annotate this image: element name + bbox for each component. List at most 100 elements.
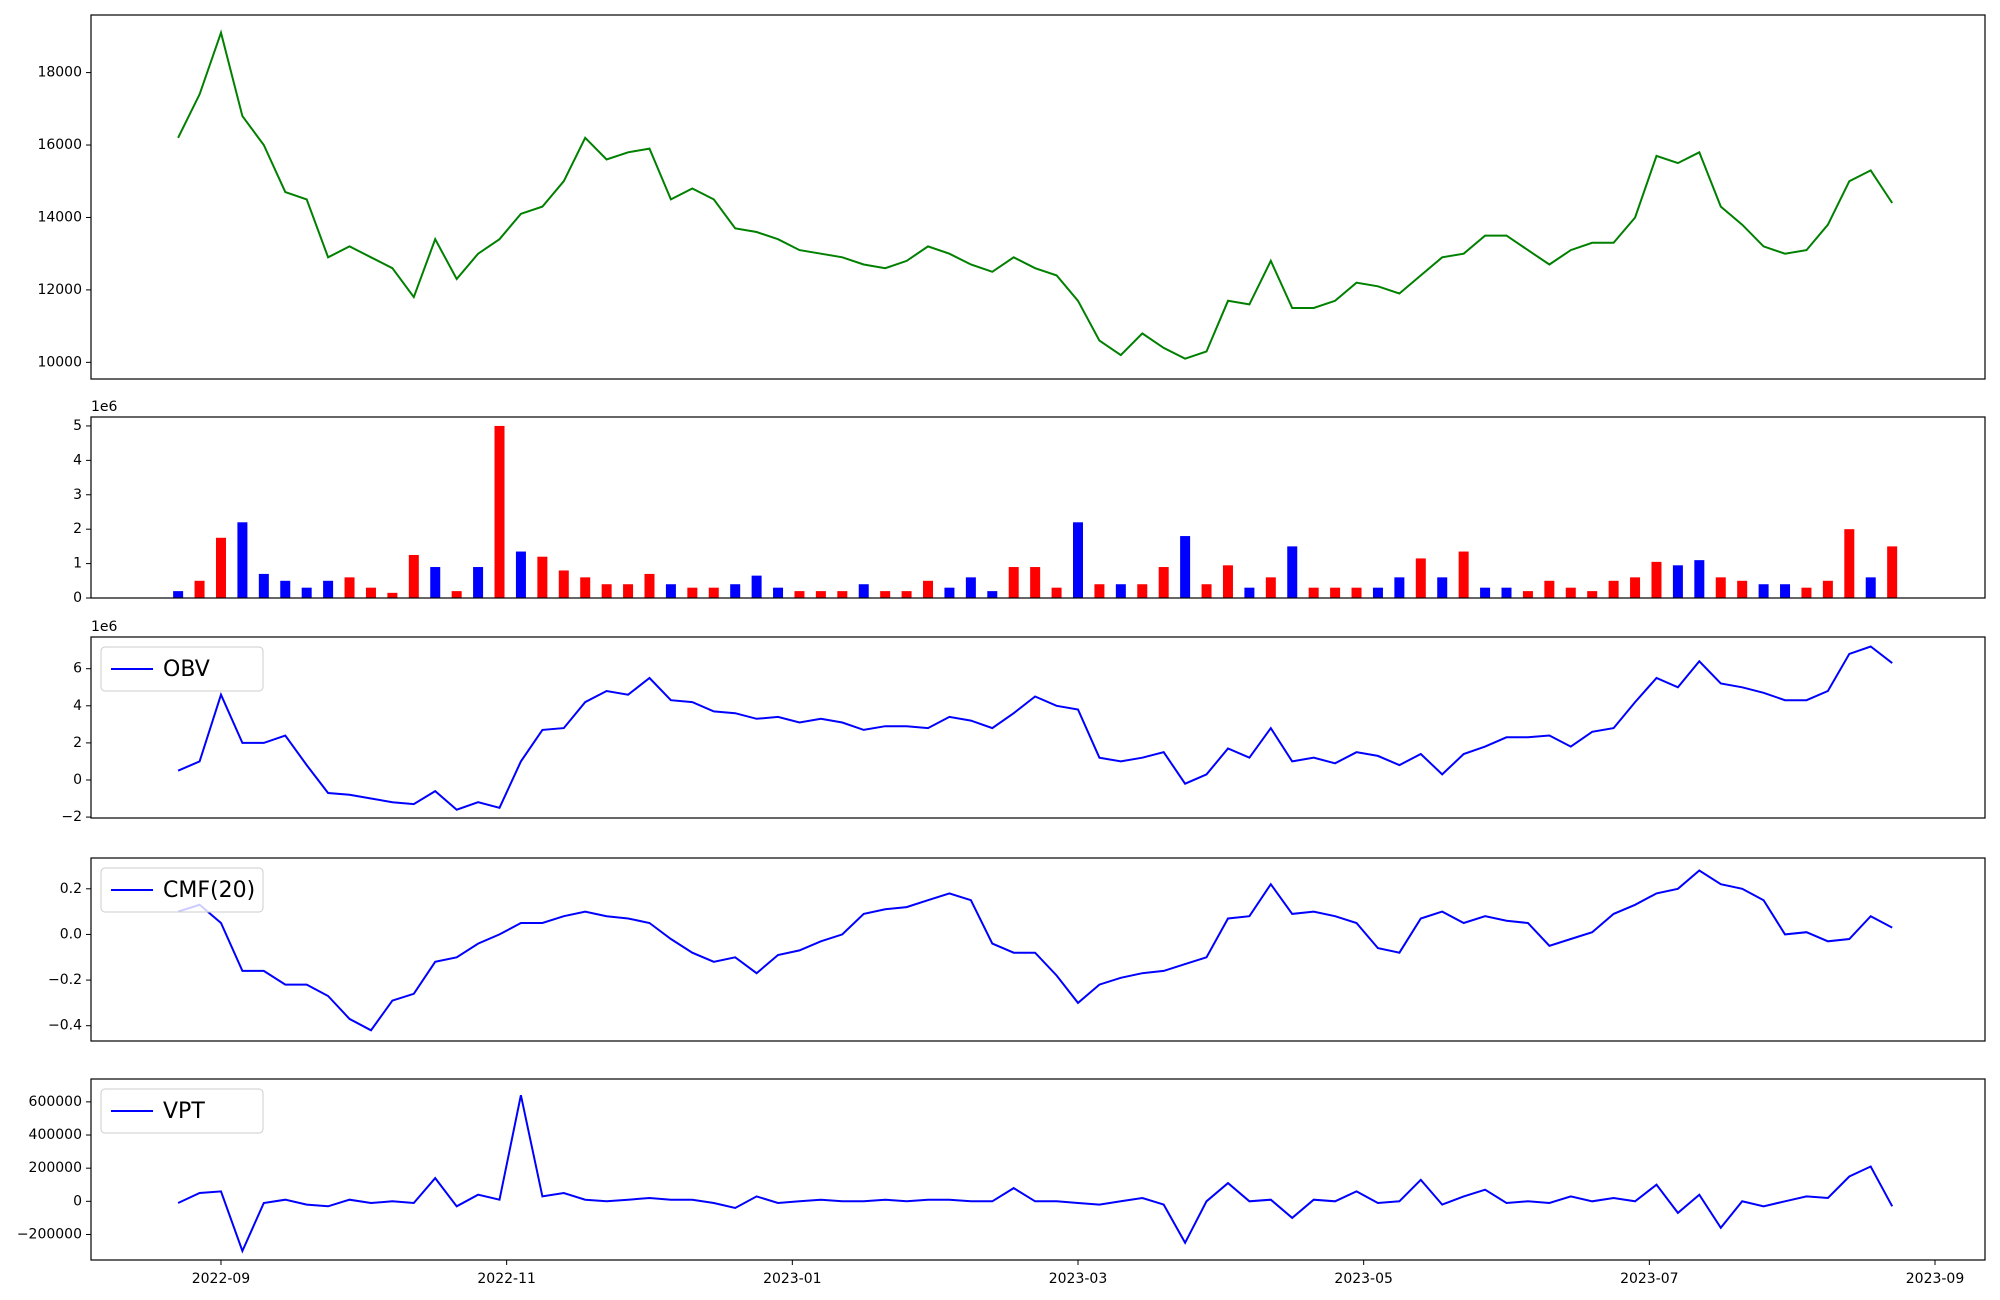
volume-bar	[301, 587, 312, 598]
volume-bar	[1865, 577, 1876, 598]
y-tick-label: 2	[73, 735, 82, 751]
volume-bar	[1244, 587, 1255, 598]
offset-label: 1e6	[91, 619, 118, 635]
volume-bar	[1051, 587, 1062, 598]
y-tick-label: −200000	[17, 1226, 82, 1242]
series-line	[177, 29, 1894, 360]
offset-label: 1e6	[91, 399, 118, 415]
volume-bar	[558, 570, 569, 598]
volume-bar	[1372, 587, 1383, 598]
volume-bar	[1501, 587, 1512, 598]
volume-bar	[451, 591, 462, 598]
volume-bar	[237, 522, 248, 598]
volume-bar	[601, 584, 612, 598]
volume-bar	[1394, 577, 1405, 598]
x-tick-label: 2023-01	[763, 1271, 822, 1287]
axes-frame	[90, 14, 1986, 380]
volume-bar	[473, 567, 484, 598]
volume-bar	[1008, 567, 1019, 598]
volume-bar	[1651, 561, 1662, 598]
volume-bar	[173, 591, 184, 598]
volume-bar	[494, 425, 505, 598]
legend-label: VPT	[163, 1099, 205, 1124]
volume-bar	[537, 556, 548, 598]
volume-bar	[1265, 577, 1276, 598]
volume-bar	[1094, 584, 1105, 598]
volume-bar	[1458, 551, 1469, 598]
x-tick-label: 2023-09	[1906, 1271, 1965, 1287]
y-tick-label: 18000	[37, 65, 82, 81]
y-tick-label: −0.4	[48, 1018, 82, 1034]
volume-bar	[1522, 591, 1533, 598]
volume-bar	[1308, 587, 1319, 598]
y-tick-label: 0.0	[60, 926, 82, 942]
volume-bar	[987, 591, 998, 598]
axes-frame	[90, 857, 1986, 1042]
y-tick-label: 12000	[37, 282, 82, 298]
axes-frame	[90, 1078, 1986, 1261]
legend-box	[100, 1088, 264, 1134]
volume-bar	[515, 551, 526, 598]
y-tick-label: 0	[73, 772, 82, 788]
volume-bar	[901, 591, 912, 598]
series-line	[177, 1094, 1894, 1254]
volume-bar	[1565, 587, 1576, 598]
volume-bar	[644, 573, 655, 598]
series-line	[177, 869, 1893, 1032]
volume-bar	[1201, 584, 1212, 598]
volume-bar	[1715, 577, 1726, 598]
volume-bar	[1222, 565, 1233, 598]
volume-bar	[1587, 591, 1598, 598]
y-tick-label: 6	[73, 661, 82, 677]
y-tick-label: 200000	[29, 1160, 82, 1176]
volume-bar	[665, 584, 676, 598]
x-tick-label: 2023-03	[1049, 1271, 1108, 1287]
volume-bar	[1115, 584, 1126, 598]
volume-bar	[344, 577, 355, 598]
volume-bar	[1480, 587, 1491, 598]
volume-bar	[1415, 558, 1426, 598]
y-tick-label: 1	[73, 556, 82, 572]
y-tick-label: 4	[73, 452, 82, 468]
y-tick-label: 16000	[37, 137, 82, 153]
volume-bar	[730, 584, 741, 598]
legend-box	[100, 867, 264, 913]
y-tick-label: −2	[61, 809, 82, 825]
y-tick-label: 400000	[29, 1127, 82, 1143]
volume-bar	[923, 580, 934, 598]
volume-bar	[858, 584, 869, 598]
x-tick-label: 2023-05	[1334, 1271, 1393, 1287]
volume-bar	[580, 577, 591, 598]
volume-bar	[1330, 587, 1341, 598]
volume-bar	[815, 591, 826, 598]
legend-box	[100, 646, 264, 692]
series-line	[177, 645, 1893, 811]
volume-bar	[1158, 567, 1169, 598]
y-tick-label: 10000	[37, 354, 82, 370]
volume-bar	[1694, 560, 1705, 598]
volume-bar	[365, 587, 376, 598]
volume-bar	[1287, 546, 1298, 598]
volume-bar	[1072, 522, 1083, 598]
x-tick-label: 2022-11	[477, 1271, 536, 1287]
volume-bar	[1822, 580, 1833, 598]
volume-bar	[1887, 546, 1898, 598]
volume-bar	[215, 537, 226, 598]
volume-bar	[1780, 584, 1791, 598]
volume-bar	[1630, 577, 1641, 598]
volume-bar	[258, 573, 269, 598]
y-tick-label: 0.2	[60, 881, 82, 897]
y-tick-label: 14000	[37, 209, 82, 225]
volume-bar	[944, 587, 955, 598]
volume-bar	[323, 580, 334, 598]
y-tick-label: 2	[73, 521, 82, 537]
y-tick-label: 5	[73, 418, 82, 434]
volume-bar	[1737, 580, 1748, 598]
volume-bar	[751, 575, 762, 598]
volume-bar	[430, 567, 441, 598]
axes-frame	[90, 416, 1986, 599]
volume-bar	[408, 554, 419, 598]
volume-bar	[1437, 577, 1448, 598]
volume-bar	[1544, 580, 1555, 598]
